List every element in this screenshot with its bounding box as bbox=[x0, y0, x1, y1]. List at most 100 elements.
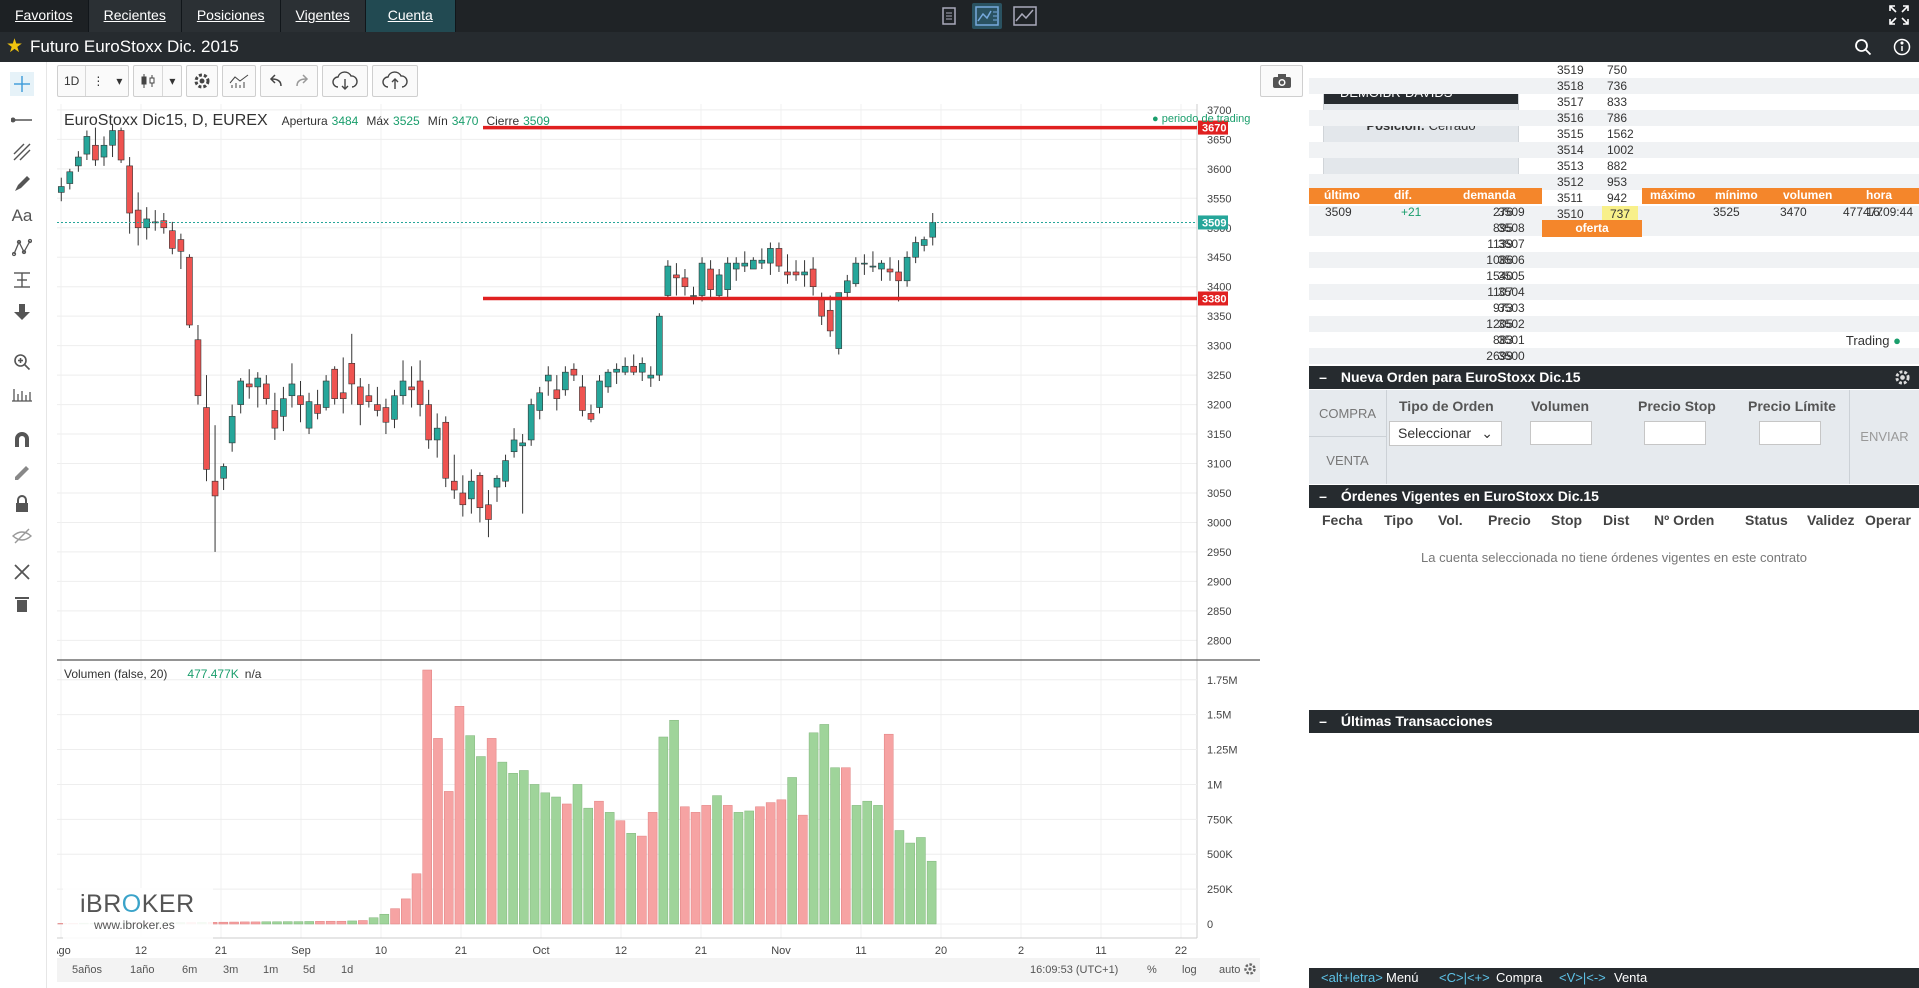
account-card[interactable]: DEMOIBR-DAVIDS Posición: Cerrado bbox=[1323, 81, 1519, 176]
ask-qty[interactable]: 942 bbox=[1607, 191, 1628, 205]
camera-icon[interactable] bbox=[1260, 65, 1303, 97]
ask-qty[interactable]: 882 bbox=[1607, 159, 1628, 173]
ask-price[interactable]: 3512 bbox=[1557, 175, 1584, 189]
ask-price[interactable]: 3518 bbox=[1557, 79, 1584, 93]
bid-price[interactable]: 3504 bbox=[1498, 285, 1525, 299]
bid-price[interactable]: 3507 bbox=[1498, 237, 1525, 251]
ask-qty[interactable]: 786 bbox=[1607, 111, 1628, 125]
gear-icon[interactable] bbox=[187, 66, 217, 96]
range-5d[interactable]: 5d bbox=[303, 964, 316, 976]
chart-book-view-icon[interactable] bbox=[972, 3, 1002, 29]
lock-icon[interactable] bbox=[10, 492, 34, 516]
tools-icon[interactable] bbox=[10, 560, 34, 584]
log-toggle[interactable]: log bbox=[1182, 964, 1197, 976]
trend-line-icon[interactable] bbox=[10, 108, 34, 132]
volume-input[interactable] bbox=[1530, 421, 1592, 445]
venta-button[interactable]: VENTA bbox=[1326, 453, 1369, 468]
bid-price[interactable]: 3502 bbox=[1498, 317, 1525, 331]
order-type-select[interactable]: Seleccionar ⌄ bbox=[1389, 421, 1502, 446]
arrow-down-icon[interactable] bbox=[10, 300, 34, 324]
candlestick-icon[interactable] bbox=[134, 66, 162, 96]
range-5y[interactable]: 5años bbox=[72, 964, 102, 976]
stop-price-input[interactable] bbox=[1644, 421, 1706, 445]
range-1d[interactable]: 1d bbox=[341, 964, 354, 976]
ask-qty[interactable]: 953 bbox=[1607, 175, 1628, 189]
indicators-icon[interactable] bbox=[223, 66, 255, 96]
ask-qty[interactable]: 737 bbox=[1602, 206, 1639, 222]
orderbook-view-icon[interactable] bbox=[934, 3, 964, 29]
ask-price[interactable]: 3517 bbox=[1557, 95, 1584, 109]
text-tool-icon[interactable]: Aa bbox=[11, 206, 33, 225]
chevron-down-icon[interactable]: ▾ bbox=[169, 74, 176, 88]
interval-menu-icon[interactable]: ⋮ bbox=[92, 74, 105, 88]
fibonacci-icon[interactable] bbox=[10, 140, 34, 164]
fullscreen-icon[interactable] bbox=[1889, 5, 1909, 30]
search-icon[interactable] bbox=[1854, 38, 1872, 61]
ask-price[interactable]: 3510 bbox=[1557, 207, 1584, 221]
menu-recientes[interactable]: Recientes bbox=[88, 0, 182, 32]
chart-view-icon[interactable] bbox=[1010, 3, 1040, 29]
gear-icon[interactable] bbox=[1894, 369, 1911, 393]
price-chart[interactable]: 3700365036003550350034503400335033003250… bbox=[51, 104, 1260, 980]
range-3m[interactable]: 3m bbox=[223, 964, 239, 976]
menu-vigentes[interactable]: Vigentes bbox=[280, 0, 366, 32]
favorite-star-icon[interactable]: ★ bbox=[6, 36, 24, 57]
bid-qty[interactable]: 2699 bbox=[1486, 349, 1513, 363]
zoom-icon[interactable] bbox=[10, 350, 34, 374]
ask-qty[interactable]: 833 bbox=[1607, 95, 1628, 109]
bid-price[interactable]: 3501 bbox=[1498, 333, 1525, 347]
range-1m[interactable]: 1m bbox=[263, 964, 279, 976]
gear-icon[interactable] bbox=[1243, 962, 1257, 979]
bid-qty[interactable]: 1086 bbox=[1486, 253, 1513, 267]
pattern-icon[interactable] bbox=[10, 236, 34, 260]
menu-cuenta[interactable]: Cuenta bbox=[365, 0, 456, 32]
bid-qty[interactable]: 1540 bbox=[1486, 269, 1513, 283]
ask-price[interactable]: 3516 bbox=[1557, 111, 1584, 125]
draw-mode-icon[interactable] bbox=[10, 460, 34, 484]
bid-qty[interactable]: 276 bbox=[1492, 205, 1513, 219]
bid-price[interactable]: 3506 bbox=[1498, 253, 1525, 267]
bid-price[interactable]: 3508 bbox=[1498, 221, 1525, 235]
interval-button[interactable]: 1D bbox=[64, 74, 80, 88]
range-6m[interactable]: 6m bbox=[182, 964, 198, 976]
bid-price[interactable]: 3503 bbox=[1498, 301, 1525, 315]
ask-price[interactable]: 3519 bbox=[1557, 63, 1584, 77]
collapse-icon[interactable]: – bbox=[1319, 488, 1327, 504]
menu-posiciones[interactable]: Posiciones bbox=[181, 0, 281, 32]
collapse-icon[interactable]: – bbox=[1319, 369, 1327, 385]
bid-price[interactable]: 3509 bbox=[1498, 205, 1525, 219]
chevron-down-icon[interactable]: ▾ bbox=[116, 74, 123, 88]
bid-qty[interactable]: 1139 bbox=[1487, 237, 1513, 251]
ask-price[interactable]: 3511 bbox=[1557, 191, 1583, 205]
bid-qty[interactable]: 1107 bbox=[1487, 285, 1513, 299]
chart-canvas[interactable]: 3700365036003550350034503400335033003250… bbox=[51, 104, 1260, 980]
cloud-upload-icon[interactable] bbox=[373, 66, 417, 96]
brush-icon[interactable] bbox=[10, 172, 34, 196]
collapse-icon[interactable]: – bbox=[1319, 713, 1327, 729]
limit-price-input[interactable] bbox=[1759, 421, 1821, 445]
magnet-icon[interactable] bbox=[10, 428, 34, 452]
hide-drawings-icon[interactable] bbox=[10, 524, 34, 548]
cloud-download-icon[interactable] bbox=[323, 66, 367, 96]
menu-favoritos[interactable]: Favoritos bbox=[0, 0, 89, 32]
ask-price[interactable]: 3514 bbox=[1557, 143, 1584, 157]
bid-qty[interactable]: 1205 bbox=[1486, 317, 1513, 331]
bid-qty[interactable]: 973 bbox=[1492, 301, 1513, 315]
ask-price[interactable]: 3513 bbox=[1557, 159, 1584, 173]
bid-qty[interactable]: 883 bbox=[1492, 333, 1513, 347]
ask-price[interactable]: 3515 bbox=[1557, 127, 1584, 141]
percent-toggle[interactable]: % bbox=[1147, 964, 1157, 976]
bid-price[interactable]: 3500 bbox=[1498, 349, 1525, 363]
ask-qty[interactable]: 1002 bbox=[1607, 143, 1634, 157]
range-1y[interactable]: 1año bbox=[130, 964, 155, 976]
ask-qty[interactable]: 750 bbox=[1607, 63, 1628, 77]
crosshair-icon[interactable] bbox=[10, 72, 34, 96]
bid-price[interactable]: 3505 bbox=[1498, 269, 1525, 283]
ask-qty[interactable]: 1562 bbox=[1607, 127, 1634, 141]
info-icon[interactable] bbox=[1893, 38, 1911, 61]
enviar-button[interactable]: ENVIAR bbox=[1849, 390, 1919, 484]
auto-toggle[interactable]: auto bbox=[1219, 964, 1241, 976]
compra-button[interactable]: COMPRA bbox=[1309, 390, 1386, 437]
bid-qty[interactable]: 895 bbox=[1492, 221, 1513, 235]
delete-icon[interactable] bbox=[10, 592, 34, 616]
